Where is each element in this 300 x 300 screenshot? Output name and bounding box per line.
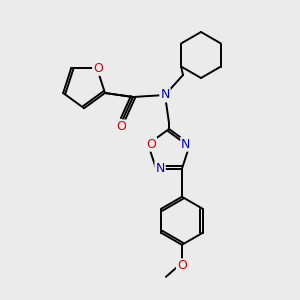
Text: N: N	[155, 162, 165, 175]
Text: O: O	[116, 121, 126, 134]
Text: N: N	[181, 138, 190, 151]
Text: N: N	[160, 88, 170, 101]
Text: O: O	[93, 62, 103, 75]
Text: O: O	[146, 138, 156, 151]
Text: O: O	[177, 259, 187, 272]
